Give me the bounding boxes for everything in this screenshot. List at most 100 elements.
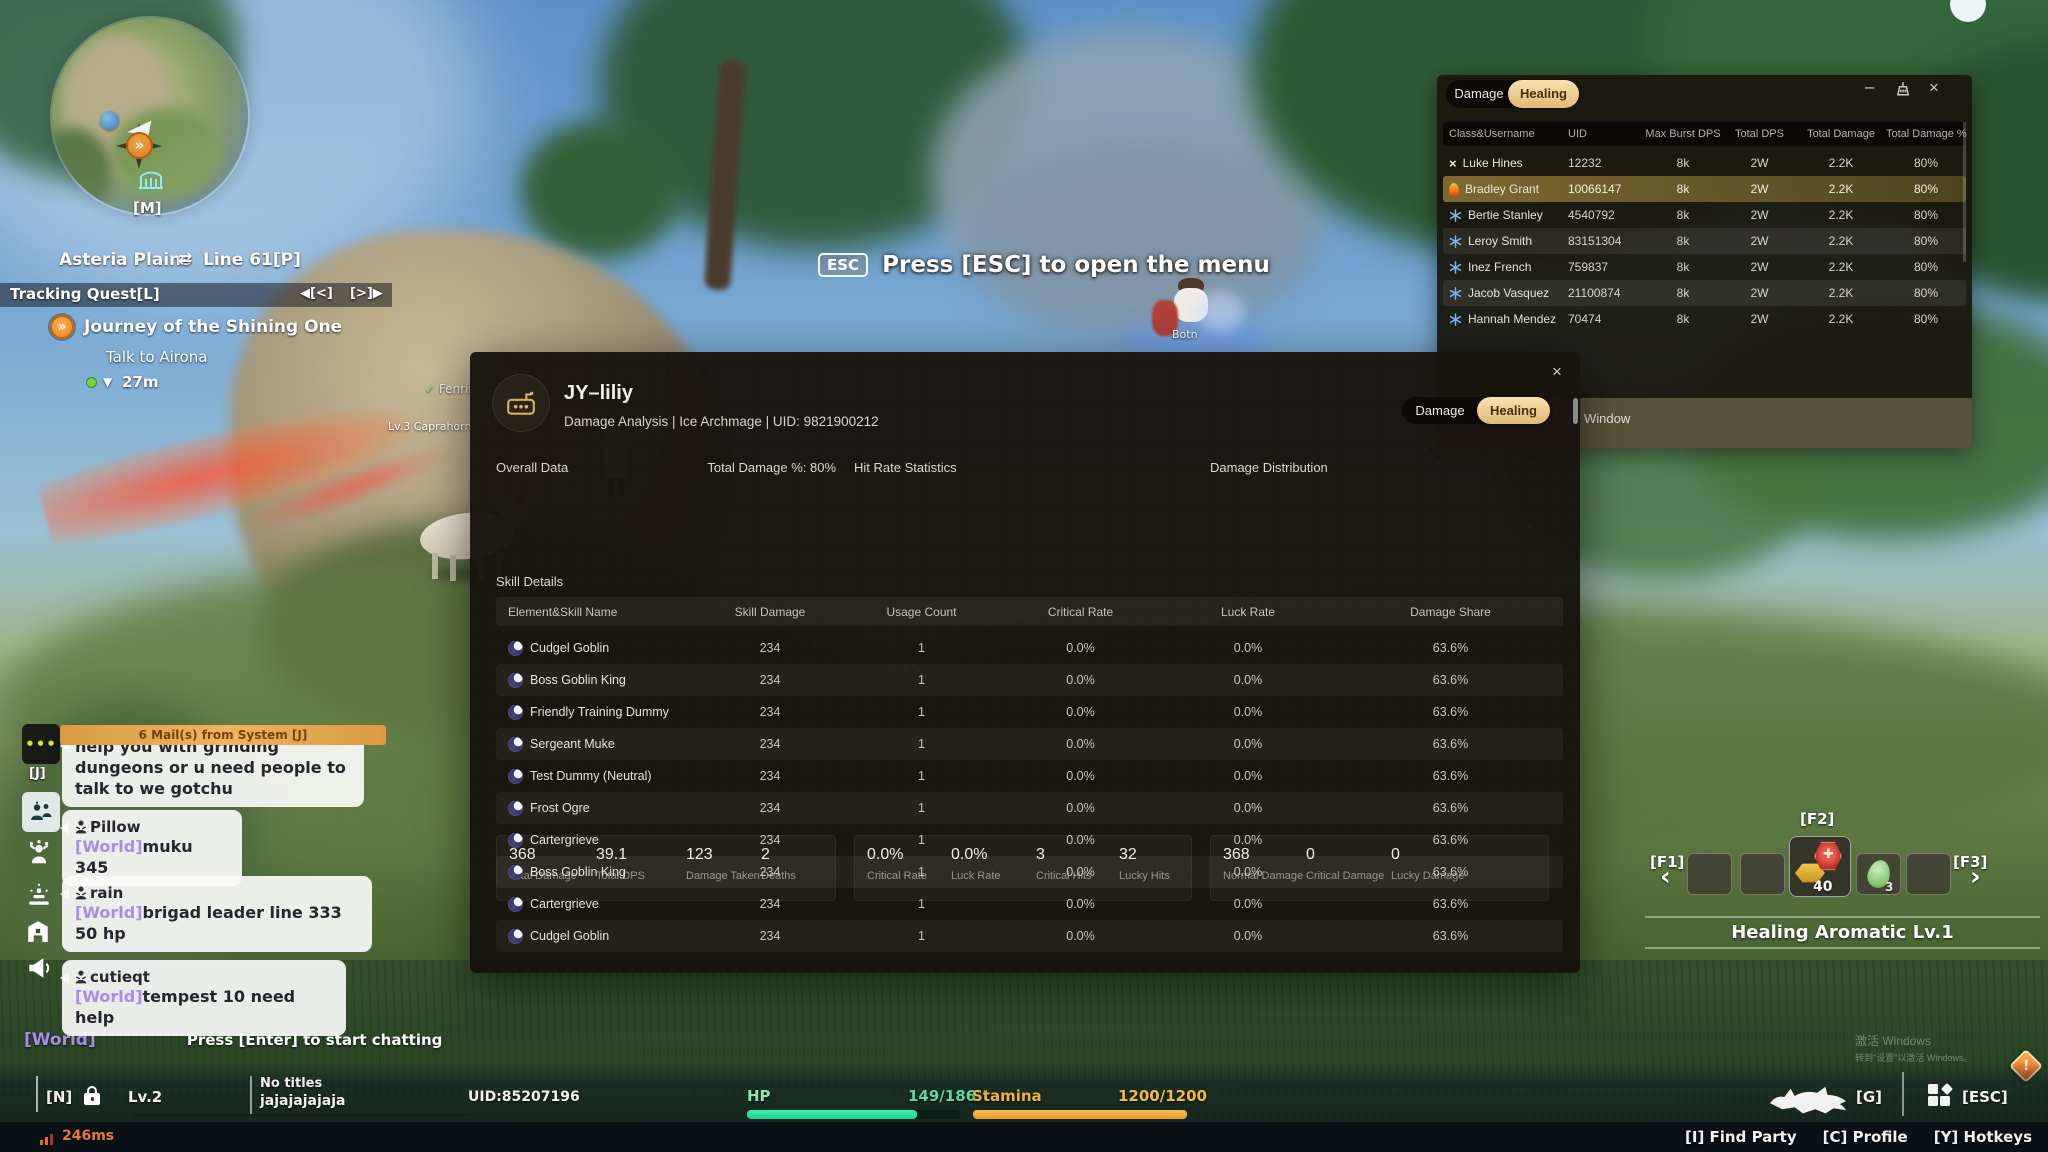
- stat: 2 Deaths: [761, 846, 796, 882]
- share-cell: 63.6%: [1432, 897, 1469, 911]
- meter-tab-damage[interactable]: Damage: [1454, 86, 1504, 101]
- close-icon[interactable]: ×: [1929, 78, 1939, 97]
- hotbar-slot-empty[interactable]: [1906, 853, 1951, 895]
- damage-cell: 2.2K: [1828, 208, 1854, 222]
- guild-icon[interactable]: [26, 918, 50, 944]
- quest-prev-button[interactable]: ◀[<]: [300, 286, 333, 301]
- modal-tab-damage[interactable]: Damage: [1415, 403, 1465, 418]
- mail-banner[interactable]: 6 Mail(s) from System [J]: [60, 725, 386, 745]
- usage-cell: 1: [918, 865, 925, 879]
- hotbar-slot-empty[interactable]: [1740, 853, 1785, 895]
- hotbar-prev-arrow[interactable]: ‹: [1660, 862, 1671, 892]
- mount-icon[interactable]: [1768, 1082, 1848, 1114]
- meter-row[interactable]: Bertie Stanley 4540792 8k 2W 2.2K 80%: [1443, 202, 1966, 228]
- hotbar-slot-item[interactable]: 3: [1856, 853, 1901, 895]
- dps-cell: 2W: [1750, 260, 1769, 274]
- chat-text: tempest 10 need help: [75, 987, 296, 1027]
- lock-icon: [84, 1086, 100, 1105]
- element-icon: [508, 640, 523, 656]
- housing-icon[interactable]: [26, 882, 52, 908]
- damage-cell: 2.2K: [1828, 260, 1854, 274]
- snowflake-class-icon: [1449, 234, 1462, 248]
- meter-scrollbar[interactable]: [1963, 122, 1966, 262]
- skill-name-cell: Cartergrieve: [496, 896, 700, 912]
- chat-sender: Pillow: [75, 818, 229, 836]
- fire-class-icon: [1448, 182, 1460, 196]
- damage-analysis-modal: JY–liliy Damage Analysis | Ice Archmage …: [470, 352, 1580, 973]
- quest-name: Journey of the Shining One: [84, 317, 343, 337]
- skill-damage-cell: 234: [759, 929, 781, 943]
- hotbar-next-arrow[interactable]: ›: [1970, 862, 1981, 892]
- section-label-distribution: Damage Distribution: [1210, 460, 1328, 475]
- stamina-value: 1200/1200: [1118, 1087, 1207, 1105]
- burst-cell: 8k: [1676, 286, 1690, 300]
- esc-key-badge: ESC: [818, 253, 869, 277]
- hotkey-item[interactable]: [I] Find Party: [1685, 1128, 1797, 1146]
- meter-row[interactable]: × Luke Hines 12232 8k 2W 2.2K 80%: [1443, 150, 1966, 176]
- hotbar-slot-selected[interactable]: ✚ 40: [1789, 836, 1851, 897]
- skill-name: Cartergrieve: [530, 833, 599, 847]
- minimize-icon[interactable]: –: [1865, 77, 1875, 96]
- damage-cell: 2.2K: [1828, 286, 1854, 300]
- chat-text: muku 345: [75, 837, 193, 877]
- skill-name-cell: Cudgel Goblin: [496, 640, 700, 656]
- stat: 39.1 Total DPS: [596, 846, 645, 882]
- titles-label[interactable]: No titles: [260, 1076, 323, 1091]
- skill-name-cell: Cartergrieve: [496, 832, 700, 848]
- chat-channel-key: [J]: [29, 766, 46, 781]
- chat-channel-system[interactable]: •••: [22, 724, 60, 764]
- broom-icon[interactable]: [1895, 81, 1911, 97]
- minimap-terrain: [52, 128, 112, 214]
- meter-row[interactable]: Inez French 759837 8k 2W 2.2K 80%: [1443, 254, 1966, 280]
- usage-cell: 1: [918, 897, 925, 911]
- section-label-overall: Overall Data: [496, 460, 569, 475]
- hotkey-item[interactable]: [C] Profile: [1822, 1128, 1908, 1146]
- modal-scrollbar-thumb[interactable]: [1573, 398, 1578, 424]
- uid-cell: 4540792: [1568, 208, 1615, 222]
- chat-message-text: help you with grinding dungeons or u nee…: [75, 737, 346, 798]
- pct-cell: 80%: [1913, 286, 1939, 300]
- esc-hint: ESC Press [ESC] to open the menu: [818, 252, 1270, 278]
- waypoint-pin-icon: [86, 377, 97, 388]
- share-cell: 63.6%: [1432, 769, 1469, 783]
- class-username-cell: Hannah Mendez: [1443, 312, 1562, 326]
- character-name[interactable]: jajajajajaja: [260, 1093, 346, 1109]
- pct-cell: 80%: [1913, 260, 1939, 274]
- minimap[interactable]: »: [52, 18, 248, 214]
- chat-message: cutieqt [World]tempest 10 need help: [60, 960, 346, 1036]
- meter-row[interactable]: Bradley Grant 10066147 8k 2W 2.2K 80%: [1443, 176, 1966, 202]
- section-label-hitrate: Hit Rate Statistics: [854, 460, 957, 475]
- social-icon[interactable]: [26, 840, 52, 866]
- menu-grid-icon[interactable]: [1928, 1082, 1954, 1108]
- quest-objective: Talk to Airona: [106, 348, 208, 366]
- meter-header-row: Class&Username UID Max Burst DPS Total D…: [1443, 122, 1967, 146]
- element-icon: [508, 928, 523, 944]
- skill-damage-cell: 234: [759, 769, 781, 783]
- modal-tab-healing[interactable]: Healing: [1477, 397, 1550, 424]
- meter-row[interactable]: Hannah Mendez 70474 8k 2W 2.2K 80%: [1443, 306, 1966, 332]
- player-title: JY–liliy: [564, 382, 633, 404]
- menu-key-label: [ESC]: [1962, 1088, 2008, 1106]
- skill-row: Frost Ogre 234 1 0.0% 0.0% 63.6%: [496, 792, 1563, 824]
- skill-name: Cartergrieve: [530, 897, 599, 911]
- channel-tag: [World]: [75, 987, 143, 1006]
- burst-cell: 8k: [1676, 156, 1690, 170]
- hotkey-item[interactable]: [Y] Hotkeys: [1933, 1128, 2032, 1146]
- chat-channel-party[interactable]: [22, 792, 60, 832]
- dps-cell: 2W: [1750, 286, 1769, 300]
- crit-cell: 0.0%: [1066, 833, 1095, 847]
- close-icon[interactable]: ×: [1552, 362, 1562, 381]
- announcement-icon[interactable]: [26, 956, 52, 980]
- crit-cell: 0.0%: [1066, 865, 1095, 879]
- skill-name-cell: Boss Goblin King: [496, 672, 700, 688]
- hotbar-slot-empty[interactable]: [1687, 853, 1732, 895]
- meter-tab-healing[interactable]: Healing: [1508, 80, 1579, 108]
- element-icon: [508, 704, 523, 720]
- meter-row[interactable]: Jacob Vasquez 21100874 8k 2W 2.2K 80%: [1443, 280, 1966, 306]
- damage-cell: 2.2K: [1828, 156, 1854, 170]
- quest-next-button[interactable]: [>]▶: [350, 286, 383, 301]
- windows-watermark: 激活 Windows 转到"设置"以激活 Windows。: [1855, 1034, 1973, 1063]
- usage-cell: 1: [918, 801, 925, 815]
- meter-row[interactable]: Leroy Smith 83151304 8k 2W 2.2K 80%: [1443, 228, 1966, 254]
- crit-cell: 0.0%: [1066, 737, 1095, 751]
